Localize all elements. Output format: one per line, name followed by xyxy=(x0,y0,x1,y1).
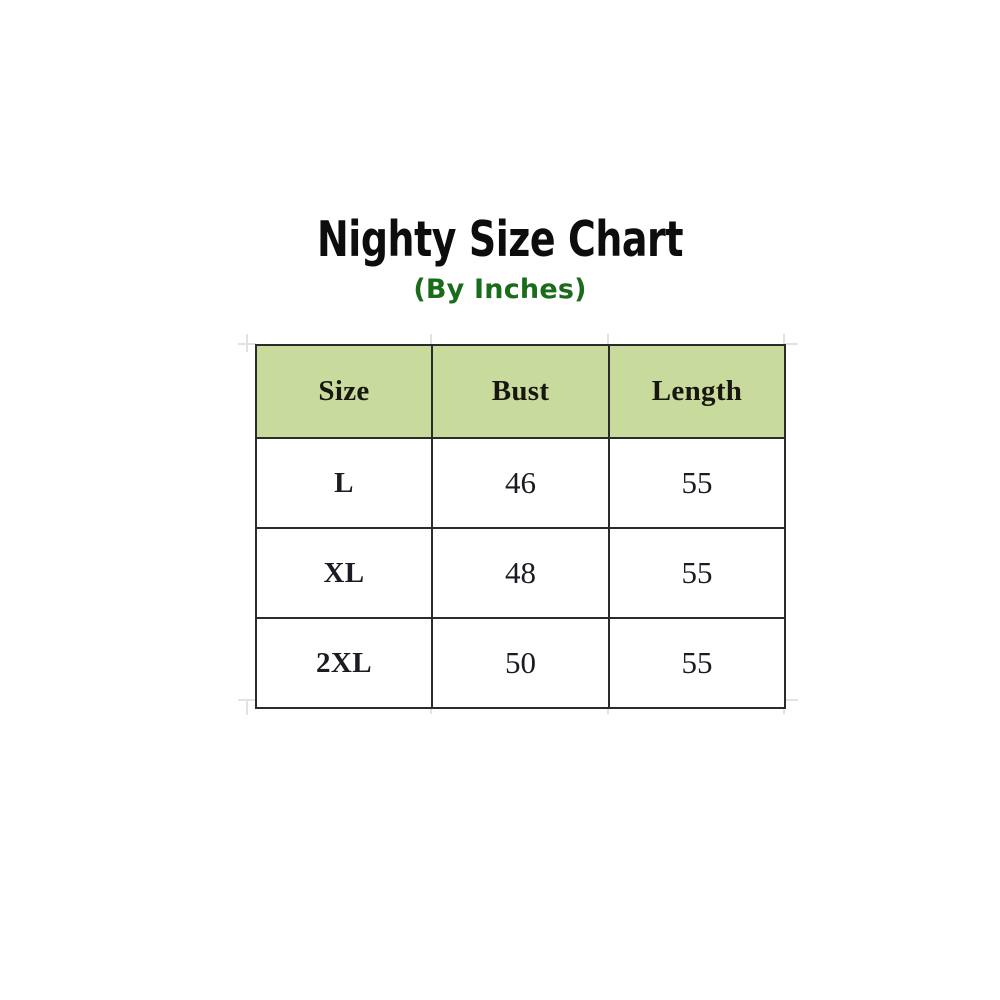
page-title: Nighty Size Chart xyxy=(316,211,684,268)
gridline-stub-top-mid-1 xyxy=(430,334,432,346)
table-row: 2XL 50 55 xyxy=(255,617,786,709)
size-chart-table: Size Bust Length L 46 55 XL 48 55 2XL xyxy=(255,344,786,709)
cell-length: 55 xyxy=(608,617,786,709)
cell-size: L xyxy=(255,437,433,529)
table-header-row: Size Bust Length xyxy=(255,344,786,439)
gridline-stub-left-vert xyxy=(246,334,248,352)
gridline-stub-right-horiz-low xyxy=(784,699,798,701)
column-header-size: Size xyxy=(255,344,433,439)
table-body: L 46 55 XL 48 55 2XL 50 55 xyxy=(255,437,786,709)
gridline-stub-top-right xyxy=(783,334,785,346)
table-row: XL 48 55 xyxy=(255,527,786,619)
cell-bust: 48 xyxy=(431,527,610,619)
column-header-bust: Bust xyxy=(431,344,610,439)
cell-length: 55 xyxy=(608,527,786,619)
cell-size: XL xyxy=(255,527,433,619)
title-block: Nighty Size Chart (By Inches) xyxy=(0,214,1000,305)
gridline-stub-left-vert-low xyxy=(246,699,248,715)
gridline-stub-right-horiz xyxy=(784,343,798,345)
cell-bust: 46 xyxy=(431,437,610,529)
table-row: L 46 55 xyxy=(255,437,786,529)
cell-length: 55 xyxy=(608,437,786,529)
size-table-container: Size Bust Length L 46 55 XL 48 55 2XL xyxy=(255,344,786,709)
cell-size: 2XL xyxy=(255,617,433,709)
page-subtitle: (By Inches) xyxy=(413,274,587,306)
cell-bust: 50 xyxy=(431,617,610,709)
table-header: Size Bust Length xyxy=(255,344,786,439)
gridline-stub-top-mid-2 xyxy=(607,334,609,346)
column-header-length: Length xyxy=(608,344,786,439)
